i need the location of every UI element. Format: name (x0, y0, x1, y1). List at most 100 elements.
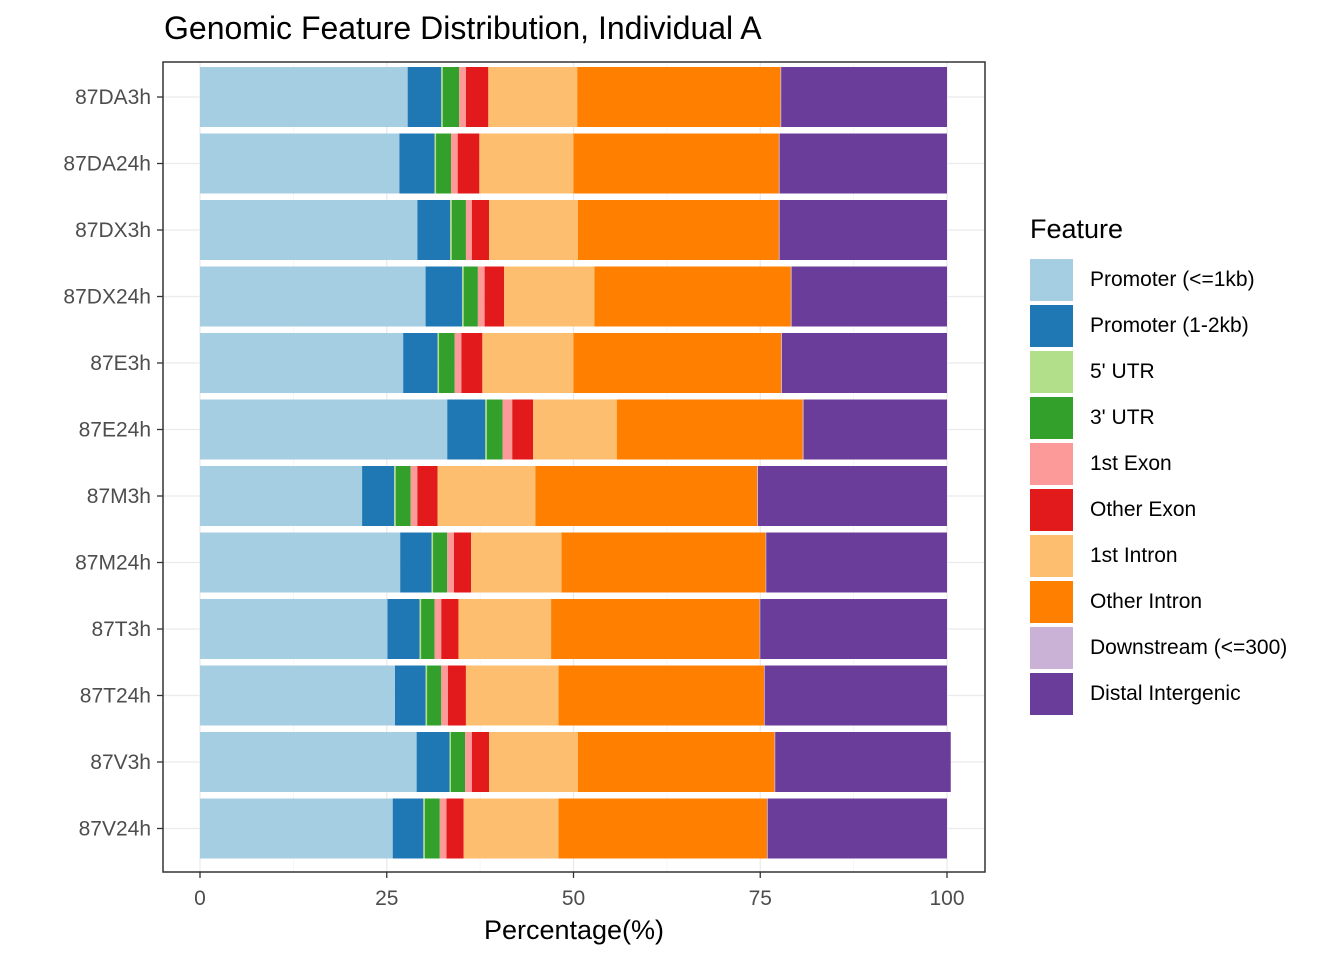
bar-segment (535, 466, 758, 526)
legend-swatch (1030, 673, 1073, 715)
bar-segment (594, 266, 791, 327)
bar-segment (454, 333, 462, 393)
bar-segment (760, 599, 947, 659)
bar-segment (459, 67, 466, 127)
bar-segment (791, 266, 947, 327)
legend-swatch (1030, 397, 1073, 439)
bar-segment (200, 67, 408, 127)
x-tick-label: 50 (562, 887, 585, 910)
bar-segment (200, 532, 401, 593)
bar-segment (778, 133, 780, 194)
bar-segment (767, 798, 947, 859)
bar-segment (424, 798, 440, 859)
legend-label: 1st Exon (1090, 452, 1172, 475)
bar-segment (803, 399, 947, 460)
bar-segment (757, 466, 759, 526)
bar-segment (200, 133, 400, 194)
y-tick-label: 87V24h (79, 818, 151, 841)
legend-item: Promoter (<=1kb) (1030, 257, 1287, 303)
bar-segment (441, 599, 459, 659)
bar-segment (362, 466, 395, 526)
legend-item: Downstream (<=300) (1030, 625, 1287, 671)
y-tick-label: 87DA24h (63, 153, 151, 176)
bar-segment (425, 665, 428, 726)
bar-segment (400, 532, 432, 593)
bar-segment (577, 200, 779, 260)
legend-label: 1st Intron (1090, 544, 1178, 567)
bar-segment (417, 200, 451, 260)
bar-segment (200, 399, 448, 460)
bar-segment (465, 200, 472, 260)
x-tick-label: 100 (929, 887, 964, 910)
legend-item: Promoter (1-2kb) (1030, 303, 1287, 349)
bar-segment (766, 798, 768, 859)
bar-segment (465, 732, 472, 792)
bar-segment (573, 133, 779, 194)
bar-segment (410, 466, 418, 526)
bar-segment (780, 67, 782, 127)
y-tick-label: 87DX3h (75, 219, 151, 242)
legend-label: 5' UTR (1090, 360, 1155, 383)
bar-segment (504, 266, 595, 327)
x-tick-label: 75 (749, 887, 772, 910)
legend-label: Promoter (1-2kb) (1090, 314, 1249, 337)
bar-segment (450, 200, 452, 260)
bar-segment (551, 599, 760, 659)
bar-segment (471, 532, 562, 593)
legend-label: Other Intron (1090, 590, 1203, 613)
bar-segment (482, 333, 574, 393)
bar-segment (465, 665, 559, 726)
bar-segment (462, 266, 464, 327)
bar-segment (200, 333, 404, 393)
bar-segment (200, 200, 418, 260)
bar-segment (458, 599, 552, 659)
legend-label: Distal Intergenic (1090, 682, 1241, 705)
bar-segment (484, 266, 505, 327)
bar-segment (433, 532, 448, 593)
legend-swatch (1030, 535, 1073, 577)
bar-segment (394, 466, 396, 526)
bar-segment (457, 133, 480, 194)
chart-title: Genomic Feature Distribution, Individual… (164, 10, 762, 46)
y-tick-label: 87E3h (90, 352, 151, 375)
legend-item: 5' UTR (1030, 349, 1287, 395)
bar-segment (561, 532, 766, 593)
bar-segment (779, 133, 947, 194)
y-tick-label: 87DX24h (63, 286, 151, 309)
bar-segment (392, 798, 424, 859)
bar-segment (441, 67, 443, 127)
bar-segment (779, 200, 947, 260)
y-tick-label: 87DA3h (75, 86, 151, 109)
bar-segment (781, 333, 782, 393)
bar-segment (439, 798, 447, 859)
legend-swatch (1030, 305, 1073, 347)
bar-segment (778, 200, 780, 260)
legend-item: 1st Intron (1030, 533, 1287, 579)
bar-segment (200, 732, 417, 792)
bar-segment (449, 732, 451, 792)
bar-segment (453, 532, 472, 593)
bar-segment (421, 599, 435, 659)
bar-segment (533, 399, 617, 460)
bar-segment (200, 466, 363, 526)
bar-segment (450, 133, 458, 194)
bar-segment (407, 67, 442, 127)
bar-segment (486, 399, 503, 460)
bar-segment (489, 200, 578, 260)
bar-segment (766, 532, 947, 593)
bar-segment (394, 665, 426, 726)
bar-segment (442, 67, 460, 127)
legend: Feature Promoter (<=1kb) Promoter (1-2kb)… (1030, 214, 1287, 717)
bar-segment (577, 732, 775, 792)
bar-segment (558, 798, 767, 859)
bar-segment (439, 333, 455, 393)
bar-segment (451, 200, 466, 260)
legend-item: Distal Intergenic (1030, 671, 1287, 717)
y-tick-label: 87E24h (79, 419, 151, 442)
bar-segment (489, 732, 578, 792)
legend-label: Promoter (<=1kb) (1090, 268, 1255, 291)
bar-segment (759, 599, 761, 659)
legend-swatch (1030, 627, 1073, 669)
bar-segment (488, 67, 578, 127)
y-tick-label: 87T3h (91, 618, 151, 641)
